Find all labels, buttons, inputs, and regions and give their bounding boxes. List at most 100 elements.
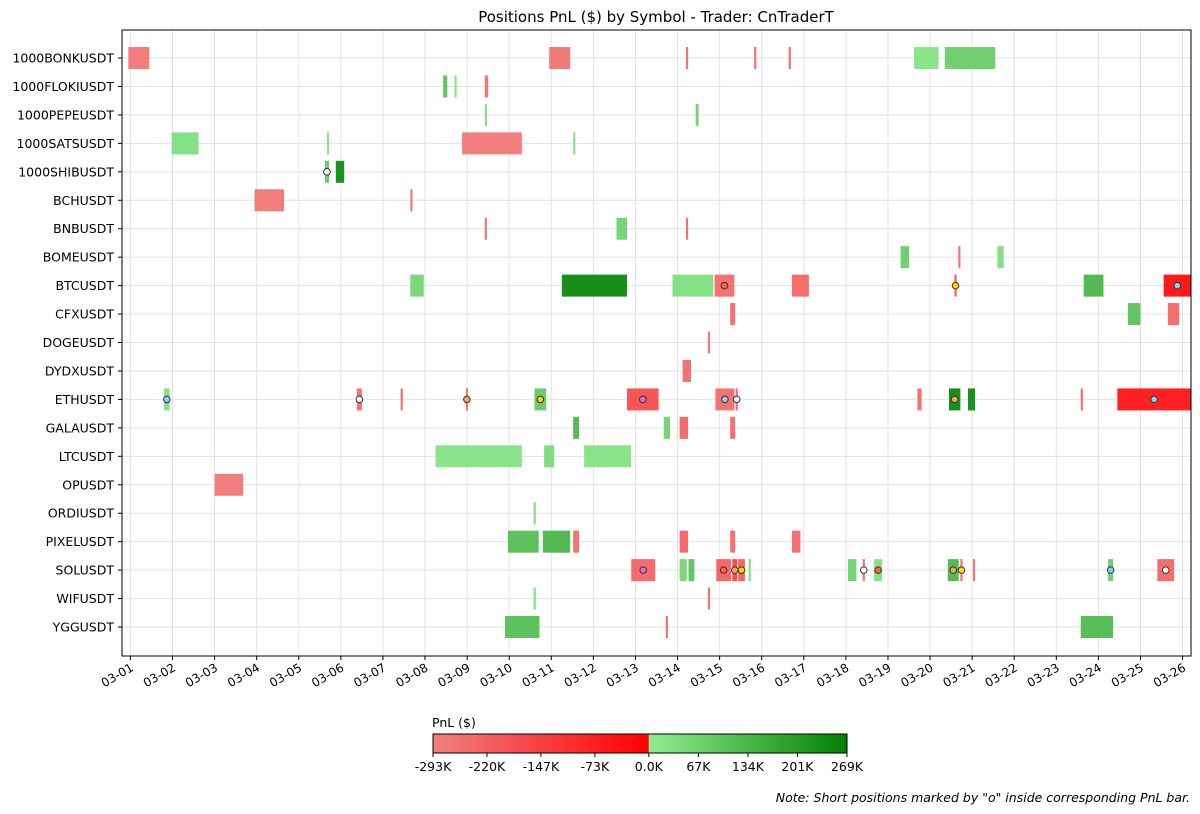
y-tick-label: SOLUSDT — [56, 563, 115, 578]
colorbar-tick-label: 0.0K — [635, 759, 664, 774]
short-marker — [463, 395, 471, 404]
x-tick-label: 03-01 — [99, 660, 136, 690]
pnl-bar — [792, 530, 801, 553]
y-tick-label: DYDXUSDT — [45, 363, 114, 378]
short-marker — [949, 566, 958, 574]
x-tick-label: 03-21 — [940, 660, 977, 690]
pnl-bar — [679, 530, 689, 553]
x-tick-label: 03-14 — [646, 660, 683, 690]
short-marker — [719, 566, 728, 574]
x-tick-label: 03-16 — [730, 660, 767, 690]
y-tick-label: GALAUSDT — [46, 420, 115, 435]
colorbar-tick-label: -147K — [523, 759, 560, 774]
y-tick-label: ETHUSDT — [55, 392, 115, 407]
short-marker — [323, 168, 331, 176]
short-marker — [1150, 395, 1158, 404]
pnl-bar — [917, 388, 922, 411]
pnl-bar — [972, 559, 976, 582]
pnl-bar — [128, 47, 150, 70]
pnl-bar — [847, 559, 857, 582]
colorbar-tick-label: -293K — [415, 759, 452, 774]
short-marker — [355, 395, 364, 404]
x-tick-label: 03-10 — [477, 660, 514, 690]
x-tick-label: 03-26 — [1151, 660, 1188, 690]
y-tick-label: BTCUSDT — [55, 278, 114, 293]
short-marker — [163, 395, 171, 404]
x-tick-label: 03-06 — [309, 660, 346, 690]
pnl-bar — [410, 189, 413, 212]
pnl-bar — [1127, 303, 1141, 326]
y-tick-label: 1000FLOKIUSDT — [12, 79, 114, 94]
y-tick-label: BOMEUSDT — [43, 250, 115, 265]
short-marker — [951, 281, 960, 290]
pnl-bar — [754, 47, 757, 70]
pnl-bar — [730, 416, 736, 439]
x-tick-label: 03-13 — [604, 660, 641, 690]
x-tick-label: 03-07 — [351, 660, 388, 690]
pnl-bar — [533, 502, 536, 525]
y-tick-label: YGGUSDT — [52, 620, 115, 635]
pnl-bar — [967, 388, 976, 411]
short-marker — [957, 566, 966, 574]
pnl-bar — [542, 530, 571, 553]
x-tick-label: 03-05 — [267, 660, 304, 690]
pnl-bar — [679, 416, 689, 439]
pnl-bar — [561, 274, 628, 297]
short-marker — [730, 566, 739, 574]
pnl-bar — [679, 559, 687, 582]
pnl-bar — [685, 217, 689, 240]
pnl-bar — [443, 75, 448, 98]
pnl-bar — [685, 47, 689, 70]
short-marker — [874, 566, 882, 574]
pnl-bar — [730, 530, 736, 553]
colorbar-tick-label: -220K — [469, 759, 506, 774]
short-marker — [732, 395, 741, 404]
pnl-bar — [1080, 616, 1114, 639]
pnl-bar — [335, 160, 345, 183]
colorbar-frame — [432, 733, 848, 754]
y-tick-label: OPUSDT — [62, 477, 114, 492]
x-tick-label: 03-15 — [688, 660, 725, 690]
pnl-bar — [326, 132, 330, 155]
pnl-bar — [454, 75, 457, 98]
short-marker — [1173, 281, 1182, 290]
y-tick-label: CFXUSDT — [55, 307, 114, 322]
short-marker — [1106, 566, 1115, 574]
y-tick-label: 1000SATSUSDT — [17, 136, 115, 151]
pnl-bar — [1083, 274, 1104, 297]
x-tick-label: 03-03 — [183, 660, 220, 690]
y-tick-label: LTCUSDT — [59, 449, 115, 464]
colorbar-tick-label: -73K — [581, 759, 610, 774]
y-axis-ticks: 1000BONKUSDT 1000FLOKIUSDT 1000PEPEUSDT 100… — [12, 51, 122, 635]
pnl-bar — [958, 246, 961, 269]
short-marker-layer — [163, 168, 1182, 574]
x-tick-label: 03-12 — [562, 660, 599, 690]
pnl-bar — [707, 587, 711, 610]
pnl-bar — [507, 530, 539, 553]
pnl-bar — [400, 388, 403, 411]
short-marker — [950, 395, 959, 404]
pnl-bar — [663, 416, 670, 439]
y-tick-label: BNBUSDT — [53, 221, 114, 236]
pnl-bar — [484, 75, 489, 98]
pnl-bar — [1080, 388, 1083, 411]
x-tick-label: 03-24 — [1067, 660, 1104, 690]
pnl-bar — [410, 274, 424, 297]
pnl-bar — [688, 559, 695, 582]
y-tick-label: PIXELUSDT — [46, 534, 115, 549]
pnl-bar — [171, 132, 199, 155]
y-tick-label: BCHUSDT — [53, 193, 114, 208]
y-tick-label: DOGEUSDT — [43, 335, 115, 350]
y-tick-label: 1000SHIBUSDT — [18, 164, 114, 179]
pnl-bar — [730, 303, 736, 326]
y-tick-label: WIFUSDT — [56, 591, 114, 606]
colorbar-positive — [648, 734, 847, 753]
short-marker — [639, 395, 647, 404]
colorbar-tick-label: 134K — [732, 759, 765, 774]
x-tick-label: 03-19 — [856, 660, 893, 690]
short-marker — [721, 395, 729, 404]
pnl-bar — [695, 103, 699, 126]
pnl-bar — [462, 132, 522, 155]
